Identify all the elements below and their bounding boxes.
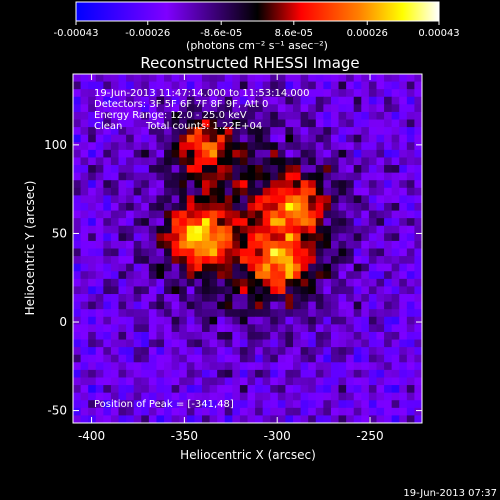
footer-timestamp: 19-Jun-2013 07:37 [403,488,497,499]
colorbar-tick-label: 8.6e-05 [275,28,313,39]
colorbar-tick-label: -0.00026 [125,28,170,39]
x-tick-label: -400 [78,429,105,443]
detectors-text: Detectors: 3F 5F 6F 7F 8F 9F, Att 0 [94,99,268,110]
colorbar-tick-label: -8.6e-05 [200,28,242,39]
peak-position-text: Position of Peak = [-341,48] [94,399,234,410]
colorbar-tick-label: 0.00043 [418,28,459,39]
time-range-text: 19-Jun-2013 11:47:14.000 to 11:53:14.000 [94,88,310,99]
colorbar-tick-label: -0.00043 [54,28,99,39]
y-axis-label: Heliocentric Y (arcsec) [23,181,37,316]
total-counts-text: Total counts: 1.22E+04 [145,121,262,132]
x-tick-label: -300 [264,429,291,443]
x-axis-ticks: -400 -350 -300 -250 [78,74,384,443]
y-axis-ticks: -50 0 50 100 [44,138,422,418]
chart-title: Reconstructed RHESSI Image [140,54,359,72]
colorbar-ticks: -0.00043 -0.00026 -8.6e-05 8.6e-05 0.00026 0.… [54,21,460,39]
colorbar-tick-label: 0.00026 [347,28,388,39]
x-tick-label: -350 [171,429,198,443]
y-tick-label: 100 [44,138,67,152]
clean-text: Clean [94,121,122,132]
heatmap-cells [73,74,422,423]
y-tick-label: 50 [52,226,67,240]
colorbar-units: (photons cm⁻² s⁻¹ asec⁻²) [186,39,328,52]
y-tick-label: 0 [59,315,67,329]
plot-frame [72,73,423,424]
x-tick-label: -250 [356,429,383,443]
energy-range-text: Energy Range: 12.0 - 25.0 keV [94,110,247,121]
x-axis-label: Heliocentric X (arcsec) [180,448,316,462]
colorbar [75,1,440,22]
y-tick-label: -50 [47,404,67,418]
